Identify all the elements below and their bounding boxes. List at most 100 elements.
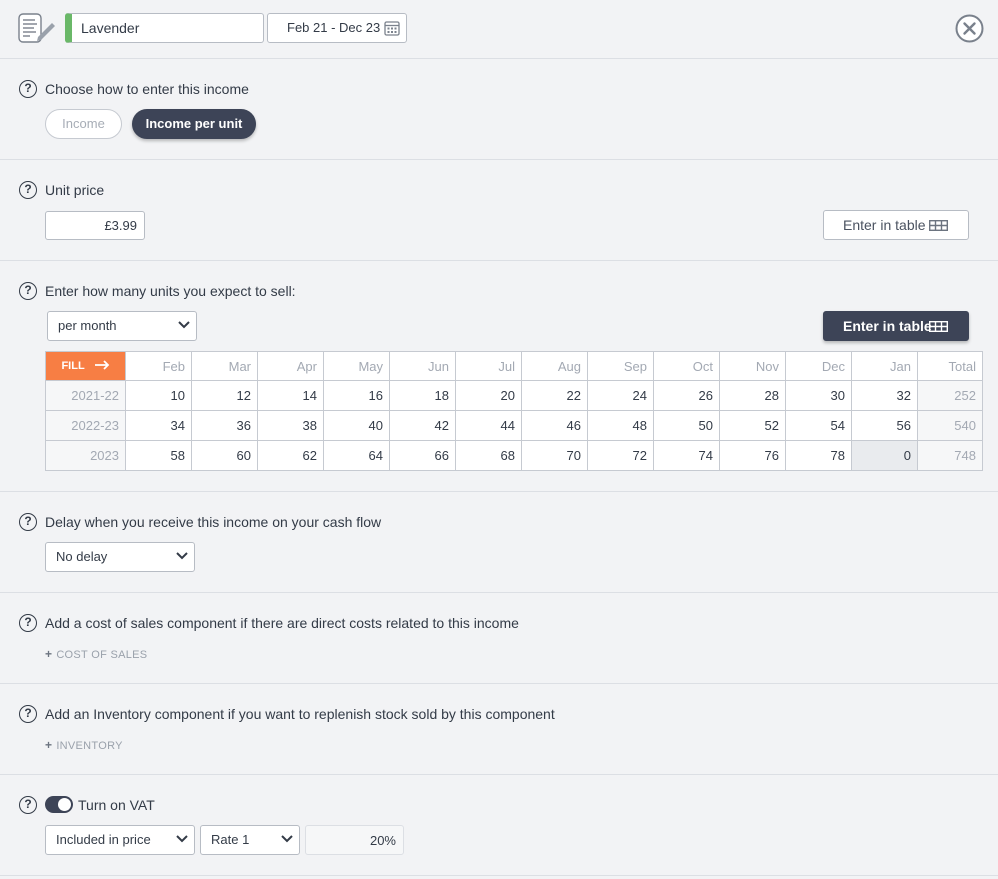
vat-included-select[interactable]: Included in price bbox=[45, 825, 195, 855]
units-cell[interactable]: 54 bbox=[785, 410, 852, 441]
table-row: 2021-22 10 12 14 16 18 20 22 24 26 28 30… bbox=[45, 380, 983, 411]
units-cell[interactable]: 66 bbox=[389, 440, 456, 471]
units-section bbox=[0, 261, 998, 492]
income-per-unit-option-button[interactable]: Income per unit bbox=[132, 109, 256, 139]
month-header: Dec bbox=[785, 351, 852, 381]
units-cell[interactable]: 74 bbox=[653, 440, 720, 471]
month-header: Sep bbox=[587, 351, 654, 381]
units-cell[interactable]: 28 bbox=[719, 380, 786, 411]
plus-icon: + bbox=[45, 738, 53, 752]
units-cell[interactable]: 36 bbox=[191, 410, 258, 441]
delay-section bbox=[0, 492, 998, 593]
units-cell[interactable]: 44 bbox=[455, 410, 522, 441]
units-cell[interactable]: 70 bbox=[521, 440, 588, 471]
row-total: 252 bbox=[917, 380, 983, 411]
unit-price-input[interactable]: £3.99 bbox=[45, 211, 145, 240]
units-cell[interactable]: 58 bbox=[125, 440, 192, 471]
row-label: 2023 bbox=[45, 440, 126, 471]
delay-select[interactable]: No delay bbox=[45, 542, 195, 572]
units-cell[interactable]: 46 bbox=[521, 410, 588, 441]
units-cell[interactable]: 32 bbox=[851, 380, 918, 411]
vat-rate-option: Rate 1 bbox=[211, 832, 250, 847]
help-icon[interactable]: ? bbox=[19, 80, 37, 98]
help-icon[interactable]: ? bbox=[19, 614, 37, 632]
chevron-down-icon bbox=[176, 552, 188, 560]
units-cell[interactable]: 62 bbox=[257, 440, 324, 471]
month-header: Aug bbox=[521, 351, 588, 381]
delay-question: Delay when you receive this income on yo… bbox=[45, 514, 382, 530]
month-header: Mar bbox=[191, 351, 258, 381]
date-range-value: Feb 21 - Dec 23 bbox=[287, 20, 381, 35]
vat-section bbox=[0, 775, 998, 876]
help-icon[interactable]: ? bbox=[19, 513, 37, 531]
units-cell[interactable]: 68 bbox=[455, 440, 522, 471]
units-table: FILL Feb Mar Apr May Jun Jul Aug Sep Oct… bbox=[45, 351, 983, 471]
units-cell[interactable]: 38 bbox=[257, 410, 324, 441]
units-cell[interactable]: 12 bbox=[191, 380, 258, 411]
units-cell[interactable]: 16 bbox=[323, 380, 390, 411]
chevron-down-icon bbox=[176, 835, 188, 843]
help-icon[interactable]: ? bbox=[19, 282, 37, 300]
units-enter-in-table-button[interactable]: Enter in table bbox=[823, 311, 969, 341]
units-frequency-select[interactable]: per month bbox=[47, 311, 197, 341]
row-label: 2021-22 bbox=[45, 380, 126, 411]
month-header: May bbox=[323, 351, 390, 381]
unit-price-enter-in-table-button[interactable]: Enter in table bbox=[823, 210, 969, 240]
link-label: COST OF SALES bbox=[56, 649, 148, 661]
help-icon[interactable]: ? bbox=[19, 796, 37, 814]
units-cell[interactable]: 72 bbox=[587, 440, 654, 471]
units-cell[interactable]: 18 bbox=[389, 380, 456, 411]
vat-toggle-label: Turn on VAT bbox=[78, 797, 155, 813]
component-name-field[interactable]: Lavender bbox=[65, 13, 264, 43]
units-cell[interactable]: 56 bbox=[851, 410, 918, 441]
table-row: 2022-23 34 36 38 40 42 44 46 48 50 52 54… bbox=[45, 410, 983, 441]
add-inventory-link[interactable]: + INVENTORY bbox=[45, 738, 123, 752]
units-cell[interactable]: 52 bbox=[719, 410, 786, 441]
units-cell[interactable]: 10 bbox=[125, 380, 192, 411]
units-cell[interactable]: 22 bbox=[521, 380, 588, 411]
unit-price-question: Unit price bbox=[45, 182, 105, 198]
help-icon[interactable]: ? bbox=[19, 705, 37, 723]
units-question: Enter how many units you expect to sell: bbox=[45, 283, 296, 299]
component-header: Lavender Feb 21 - Dec 23 bbox=[0, 0, 998, 59]
chevron-down-icon bbox=[178, 321, 190, 329]
add-cost-of-sales-link[interactable]: + COST OF SALES bbox=[45, 647, 147, 661]
units-cell[interactable]: 60 bbox=[191, 440, 258, 471]
table-row: 2023 58 60 62 64 66 68 70 72 74 76 78 0 … bbox=[45, 440, 983, 471]
vat-rate-value: 20% bbox=[305, 825, 404, 855]
help-icon[interactable]: ? bbox=[19, 181, 37, 199]
fill-button[interactable]: FILL bbox=[45, 351, 126, 381]
units-cell[interactable]: 34 bbox=[125, 410, 192, 441]
link-label: INVENTORY bbox=[56, 740, 123, 752]
vat-included-value: Included in price bbox=[56, 832, 151, 847]
row-total: 748 bbox=[917, 440, 983, 471]
units-cell[interactable]: 24 bbox=[587, 380, 654, 411]
units-cell[interactable]: 30 bbox=[785, 380, 852, 411]
units-cell[interactable]: 50 bbox=[653, 410, 720, 441]
units-cell: 0 bbox=[851, 440, 918, 471]
row-label: 2022-23 bbox=[45, 410, 126, 441]
units-cell[interactable]: 48 bbox=[587, 410, 654, 441]
table-grid-icon bbox=[929, 220, 948, 231]
vat-toggle[interactable] bbox=[45, 796, 73, 813]
units-cell[interactable]: 78 bbox=[785, 440, 852, 471]
vat-rate-select[interactable]: Rate 1 bbox=[200, 825, 300, 855]
units-cell[interactable]: 40 bbox=[323, 410, 390, 441]
arrow-right-icon bbox=[94, 360, 109, 370]
units-cell[interactable]: 14 bbox=[257, 380, 324, 411]
income-option-button[interactable]: Income bbox=[45, 109, 122, 139]
units-cell[interactable]: 20 bbox=[455, 380, 522, 411]
entry-mode-question: Choose how to enter this income bbox=[45, 81, 249, 97]
frequency-value: per month bbox=[58, 318, 117, 333]
inventory-question: Add an Inventory component if you want t… bbox=[45, 706, 555, 722]
units-cell[interactable]: 42 bbox=[389, 410, 456, 441]
units-cell[interactable]: 26 bbox=[653, 380, 720, 411]
date-range-field[interactable]: Feb 21 - Dec 23 bbox=[267, 13, 407, 43]
toggle-knob bbox=[58, 798, 71, 811]
table-header-row: FILL Feb Mar Apr May Jun Jul Aug Sep Oct… bbox=[45, 351, 983, 381]
units-cell[interactable]: 64 bbox=[323, 440, 390, 471]
button-label: Enter in table bbox=[843, 217, 926, 233]
close-icon[interactable] bbox=[955, 14, 984, 43]
units-cell[interactable]: 76 bbox=[719, 440, 786, 471]
notes-edit-icon[interactable] bbox=[18, 13, 58, 43]
